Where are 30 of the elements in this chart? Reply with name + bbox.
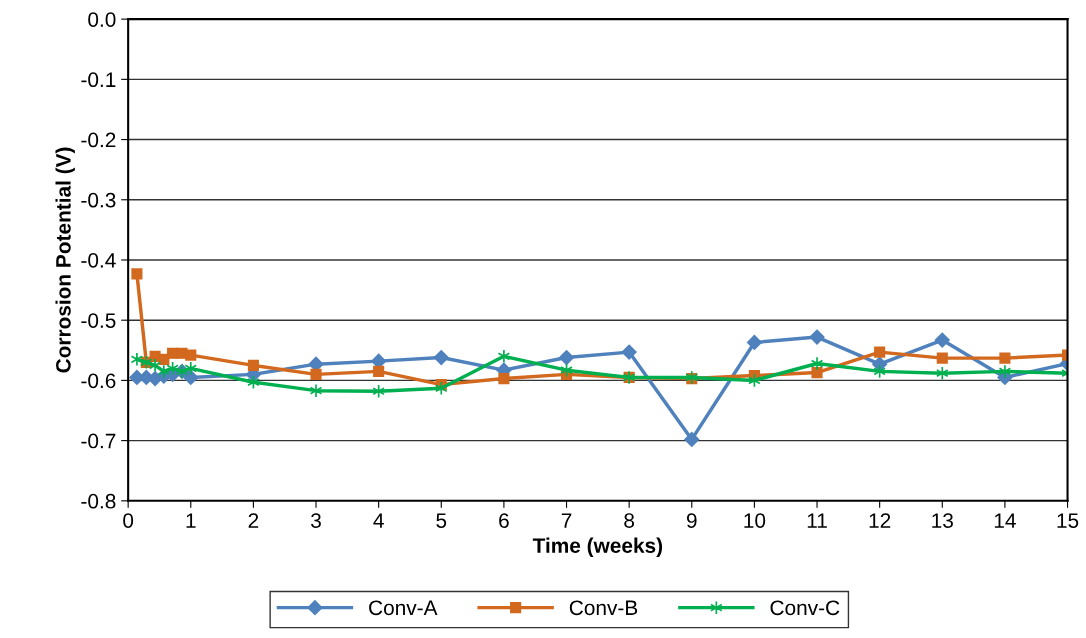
x-tick-label: 1	[186, 513, 196, 528]
x-tick-label: 2	[248, 513, 259, 528]
x-tick-label: 15	[1057, 513, 1079, 528]
y-tick-label: -0.8	[81, 493, 116, 509]
x-axis-title: Time (weeks)	[532, 537, 663, 558]
x-tick-label: 11	[807, 513, 827, 528]
x-tick-label: 13	[932, 513, 953, 528]
x-tick-label: 3	[311, 513, 321, 528]
x-tick-label: 14	[994, 513, 1016, 528]
legend-label: Conv-A	[369, 600, 438, 616]
x-tick-label: 10	[744, 513, 766, 528]
legend-label: Conv-B	[569, 600, 638, 616]
x-tick-label: 8	[624, 513, 635, 528]
y-tick-label: -0.5	[81, 313, 116, 328]
y-tick-label: -0.1	[81, 72, 116, 88]
y-tick-label: -0.2	[81, 132, 116, 148]
x-tick-label: 4	[373, 513, 384, 528]
x-tick-label: 7	[561, 513, 572, 528]
x-tick-label: 5	[436, 513, 447, 528]
y-tick-label: 0.0	[88, 12, 116, 27]
x-tick-label: 0	[123, 513, 134, 528]
y-tick-label: -0.6	[81, 373, 116, 389]
x-tick-label: 12	[869, 513, 891, 528]
x-tick-label: 9	[686, 513, 697, 528]
y-tick-label: -0.3	[81, 192, 116, 208]
y-tick-label: -0.7	[81, 433, 116, 449]
y-tick-label: -0.4	[81, 252, 116, 268]
y-axis-title: Corrosion Potential (V)	[55, 147, 75, 373]
legend-label: Conv-C	[770, 600, 840, 616]
x-tick-label: 6	[499, 513, 509, 528]
